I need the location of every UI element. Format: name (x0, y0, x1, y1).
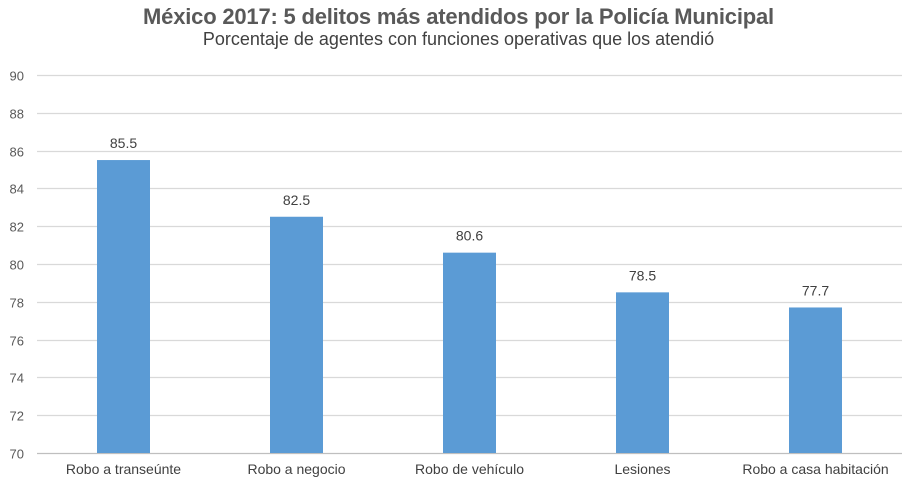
data-label: 80.6 (456, 228, 483, 244)
y-tick-label: 84 (10, 182, 24, 197)
data-label: 78.5 (629, 267, 656, 283)
y-tick-label: 74 (10, 371, 24, 386)
bar (443, 252, 496, 453)
category-label: Robo a transeúnte (66, 461, 181, 477)
category-label: Robo a casa habitación (742, 461, 888, 477)
y-tick-label: 72 (10, 409, 24, 424)
y-tick-label: 80 (10, 258, 24, 273)
data-label: 77.7 (802, 282, 829, 298)
chart-title: México 2017: 5 delitos más atendidos por… (143, 4, 774, 29)
bars (97, 160, 842, 454)
category-label: Lesiones (614, 461, 670, 477)
y-tick-label: 82 (10, 220, 24, 235)
category-label: Robo a negocio (247, 461, 345, 477)
y-tick-label: 90 (10, 69, 24, 84)
bar (97, 160, 150, 454)
y-tick-label: 88 (10, 107, 24, 122)
data-labels: 85.5 82.5 80.6 78.5 77.7 (110, 135, 829, 298)
y-axis-ticks: 70 72 74 76 78 80 82 84 86 88 90 (10, 69, 24, 462)
category-label: Robo de vehículo (415, 461, 524, 477)
data-label: 85.5 (110, 135, 137, 151)
bar (616, 292, 669, 453)
y-tick-label: 70 (10, 447, 24, 462)
bar (789, 307, 842, 453)
y-tick-label: 86 (10, 145, 24, 160)
y-tick-label: 76 (10, 334, 24, 349)
chart-subtitle: Porcentaje de agentes con funciones oper… (202, 29, 715, 49)
bar (270, 216, 323, 453)
y-tick-label: 78 (10, 296, 24, 311)
x-axis-labels: Robo a transeúnte Robo a negocio Robo de v… (66, 461, 889, 477)
data-label: 82.5 (283, 192, 310, 208)
